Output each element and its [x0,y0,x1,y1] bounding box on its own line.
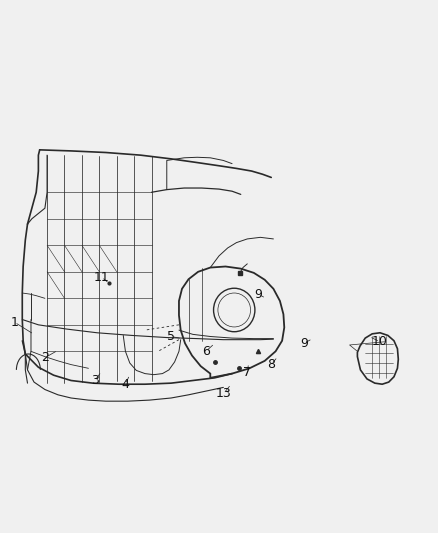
Text: 8: 8 [267,358,275,371]
Text: 6: 6 [202,345,210,358]
Text: 2: 2 [41,351,49,364]
Text: 10: 10 [372,335,388,348]
Text: 9: 9 [254,288,262,301]
Text: 4: 4 [121,378,129,391]
Text: 11: 11 [94,271,110,284]
Text: 9: 9 [300,337,308,350]
Text: 5: 5 [167,330,175,343]
Text: 7: 7 [243,366,251,379]
Text: 13: 13 [215,387,231,400]
Text: 3: 3 [91,374,99,387]
Text: 1: 1 [11,316,18,329]
